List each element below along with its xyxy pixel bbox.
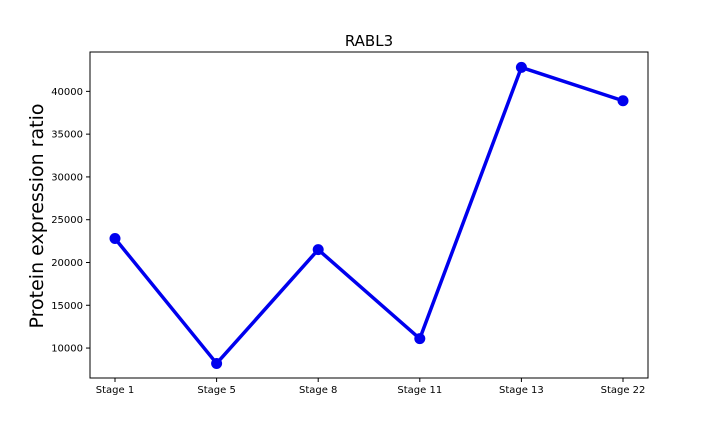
data-point <box>414 333 426 345</box>
data-point <box>211 357 223 369</box>
y-tick-label: 40000 <box>51 87 83 98</box>
y-tick-label: 25000 <box>51 215 83 226</box>
y-tick-label: 30000 <box>51 172 83 183</box>
axes: 10000 15000 20000 25000 30000 35000 40000 Stage… <box>51 51 649 396</box>
y-tick-label: 20000 <box>51 258 83 269</box>
x-tick-label: Stage 11 <box>397 385 442 396</box>
x-tick-label: Stage 5 <box>197 385 235 396</box>
y-tick-label: 35000 <box>51 130 83 141</box>
series-line <box>113 65 624 366</box>
y-axis-label: Protein expression ratio <box>26 104 48 329</box>
data-point <box>617 95 629 107</box>
chart-title: RABL3 <box>345 32 393 50</box>
y-tick-label: 15000 <box>51 301 83 312</box>
data-point <box>515 61 527 73</box>
y-tick-label: 10000 <box>51 344 83 355</box>
x-tick-label: Stage 8 <box>299 385 337 396</box>
x-tick-label: Stage 13 <box>499 385 544 396</box>
series-layer <box>109 61 629 369</box>
data-point <box>312 244 324 256</box>
data-point <box>109 233 121 245</box>
x-tick-label: Stage 22 <box>601 385 646 396</box>
x-tick-label: Stage 1 <box>96 385 134 396</box>
plot-frame <box>89 51 649 379</box>
